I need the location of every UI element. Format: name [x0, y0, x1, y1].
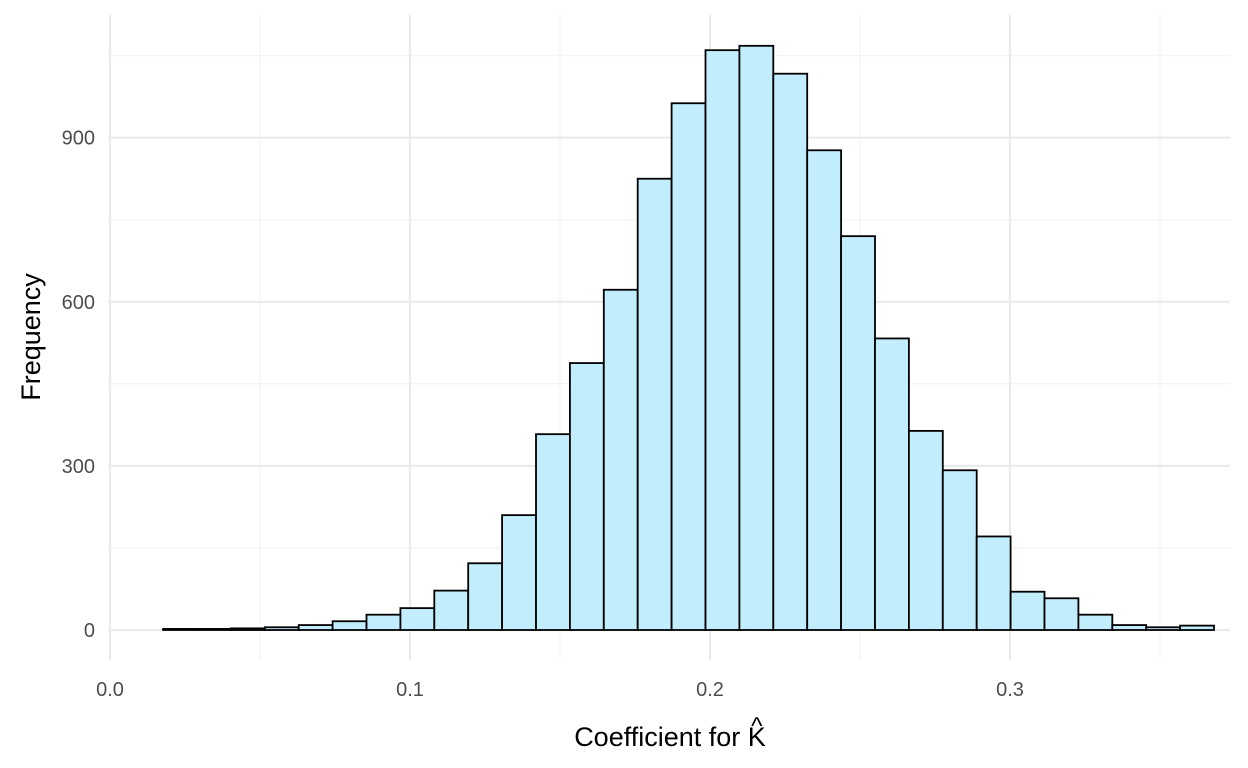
histogram-bar: [535, 433, 571, 631]
histogram-bar: [1009, 590, 1046, 631]
y-axis-title: Frequency: [16, 273, 46, 401]
histogram-bar: [1179, 624, 1215, 631]
x-axis-tick-labels: 0.0 0.1 0.2 0.3: [96, 679, 1024, 701]
y-tick-label: 900: [62, 128, 95, 150]
histogram-bar: [602, 288, 639, 631]
histogram-bar: [501, 514, 537, 631]
x-tick-label: 0.2: [696, 679, 724, 701]
histogram-bar: [704, 49, 741, 631]
histogram-bar: [1043, 597, 1080, 631]
histogram-bar: [1077, 613, 1114, 631]
x-tick-label: 0.3: [996, 679, 1024, 701]
x-axis-title-hat-accent: ^: [751, 713, 763, 740]
x-tick-label: 0.1: [396, 679, 424, 701]
histogram-bar: [975, 535, 1012, 631]
histogram-bar: [908, 429, 944, 631]
histogram-bar: [297, 624, 334, 631]
histogram-bar: [772, 72, 809, 631]
histogram-bar: [738, 44, 775, 631]
y-tick-label: 300: [62, 456, 95, 478]
x-axis-title-symbol: K: [748, 722, 766, 752]
histogram-bar: [331, 620, 368, 631]
histogram-bar: [399, 607, 436, 631]
histogram-bar: [433, 589, 470, 631]
y-tick-label: 0: [84, 620, 95, 642]
histogram-bars: [162, 44, 1215, 631]
histogram-bar: [874, 337, 910, 631]
x-tick-label: 0.0: [96, 679, 124, 701]
histogram-bar: [636, 177, 673, 631]
x-axis-title: Coefficient for K: [574, 722, 766, 752]
histogram-bar: [196, 628, 232, 631]
histogram-bar: [806, 149, 843, 631]
x-axis-title-text: Coefficient for: [574, 722, 748, 752]
histogram-bar: [569, 362, 605, 631]
histogram-bar: [1111, 624, 1148, 631]
histogram-bar: [229, 627, 266, 631]
histogram-bar: [840, 235, 876, 631]
histogram-bar: [941, 469, 978, 631]
histogram-bar: [1145, 626, 1181, 631]
histogram-bar: [162, 628, 198, 631]
y-axis-tick-labels: 0 300 600 900: [62, 128, 95, 642]
histogram-bar: [670, 102, 707, 631]
histogram-bar: [467, 562, 504, 631]
y-tick-label: 600: [62, 292, 95, 314]
histogram-bar: [263, 626, 300, 631]
histogram-bar: [365, 613, 402, 631]
